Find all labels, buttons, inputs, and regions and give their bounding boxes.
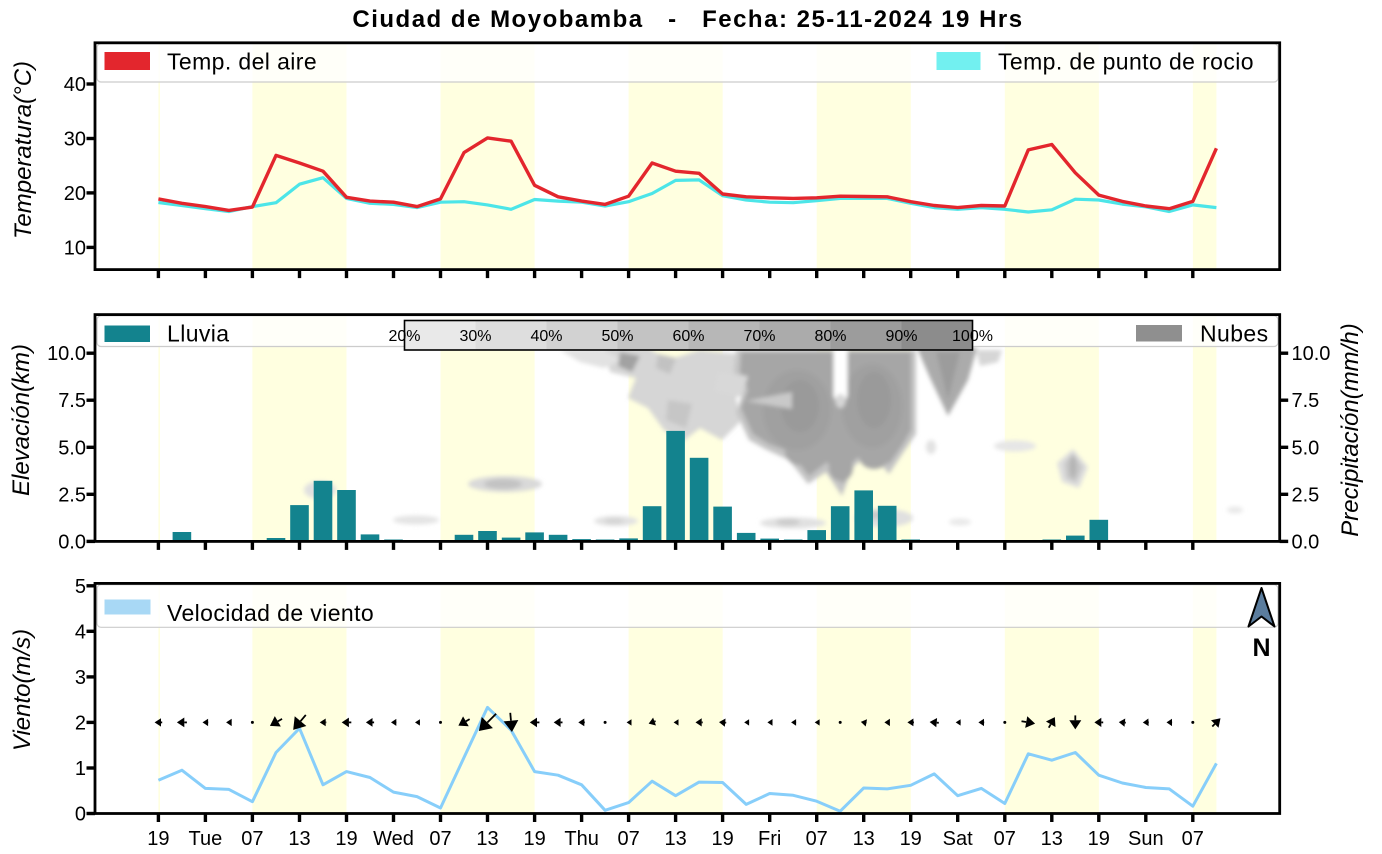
svg-text:19: 19 (1088, 828, 1110, 850)
svg-text:Fri: Fri (758, 828, 781, 850)
svg-text:Thu: Thu (564, 828, 598, 850)
svg-text:Ciudad de Moyobamba - Fech: Ciudad de Moyobamba - Fecha: 25-11-2024 … (352, 6, 1023, 33)
svg-text:Elevación(km): Elevación(km) (8, 344, 35, 496)
svg-text:3: 3 (75, 667, 86, 689)
svg-text:19: 19 (711, 828, 733, 850)
svg-text:7.5: 7.5 (1292, 390, 1320, 412)
svg-text:13: 13 (664, 828, 686, 850)
svg-text:5.0: 5.0 (1292, 437, 1320, 459)
svg-text:Temp. del aire: Temp. del aire (167, 49, 317, 75)
svg-text:5: 5 (75, 576, 86, 598)
svg-text:4: 4 (75, 621, 86, 643)
svg-text:2.5: 2.5 (58, 484, 86, 506)
svg-text:7.5: 7.5 (58, 390, 86, 412)
svg-text:19: 19 (523, 828, 545, 850)
svg-text:07: 07 (806, 828, 828, 850)
svg-text:60%: 60% (672, 328, 704, 345)
svg-text:2.5: 2.5 (1292, 484, 1320, 506)
svg-text:Tue: Tue (189, 828, 223, 850)
svg-text:Sun: Sun (1128, 828, 1164, 850)
svg-text:Temp. de punto de rocio: Temp. de punto de rocio (998, 49, 1254, 75)
svg-text:Lluvia: Lluvia (167, 321, 230, 347)
svg-text:Viento(m/s): Viento(m/s) (9, 629, 36, 751)
svg-text:N: N (1252, 634, 1270, 662)
svg-text:13: 13 (476, 828, 498, 850)
svg-text:19: 19 (335, 828, 357, 850)
svg-text:19: 19 (147, 828, 169, 850)
svg-text:07: 07 (429, 828, 451, 850)
svg-text:Nubes: Nubes (1200, 321, 1268, 347)
svg-text:Wed: Wed (373, 828, 414, 850)
svg-text:10.0: 10.0 (47, 343, 86, 365)
svg-text:40: 40 (64, 74, 86, 96)
svg-text:5.0: 5.0 (58, 437, 86, 459)
svg-text:80%: 80% (814, 328, 846, 345)
svg-text:30: 30 (64, 129, 86, 151)
svg-text:Temperatura(°C): Temperatura(°C) (10, 61, 37, 239)
svg-text:0.0: 0.0 (1292, 531, 1320, 553)
svg-text:10.0: 10.0 (1292, 343, 1331, 365)
svg-text:90%: 90% (885, 328, 917, 345)
svg-text:30%: 30% (459, 328, 491, 345)
svg-text:13: 13 (1041, 828, 1063, 850)
svg-text:1: 1 (75, 758, 86, 780)
svg-text:07: 07 (1182, 828, 1204, 850)
svg-text:13: 13 (288, 828, 310, 850)
svg-text:0.0: 0.0 (58, 531, 86, 553)
svg-text:07: 07 (994, 828, 1016, 850)
svg-text:07: 07 (617, 828, 639, 850)
svg-text:20: 20 (64, 183, 86, 205)
svg-text:50%: 50% (601, 328, 633, 345)
svg-text:Precipitación(mm/h): Precipitación(mm/h) (1337, 323, 1364, 536)
svg-text:10: 10 (64, 237, 86, 259)
svg-text:19: 19 (900, 828, 922, 850)
svg-text:40%: 40% (530, 328, 562, 345)
svg-text:100%: 100% (952, 328, 993, 345)
svg-text:Velocidad de viento: Velocidad de viento (167, 600, 374, 626)
svg-text:2: 2 (75, 712, 86, 734)
svg-text:07: 07 (241, 828, 263, 850)
svg-text:20%: 20% (388, 328, 420, 345)
svg-text:13: 13 (853, 828, 875, 850)
svg-text:0: 0 (75, 804, 86, 826)
svg-text:Sat: Sat (943, 828, 973, 850)
svg-text:70%: 70% (743, 328, 775, 345)
